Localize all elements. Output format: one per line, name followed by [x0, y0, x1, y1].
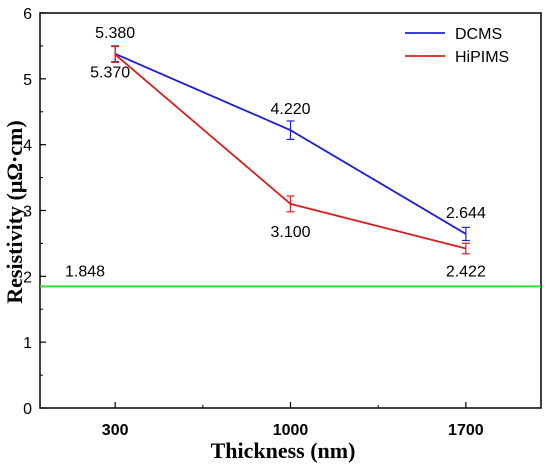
legend-label-hipims: HiPIMS	[455, 49, 509, 66]
data-label: 3.100	[270, 224, 310, 241]
error-bar	[286, 195, 295, 213]
reference-line-group: 1.848	[40, 263, 541, 288]
x-tick-label: 300	[102, 422, 129, 439]
legend: DCMS HiPIMS	[405, 26, 509, 66]
x-tick-label: 1700	[448, 422, 484, 439]
series-dcms: 5.380 4.220 2.644	[95, 25, 486, 242]
data-label: 2.422	[446, 264, 486, 281]
y-tick-label: 3	[23, 204, 32, 221]
series-hipims: 5.370 3.100 2.422	[90, 45, 486, 281]
data-label: 5.370	[90, 64, 130, 81]
error-bar	[286, 120, 295, 140]
y-tick-label: 4	[23, 138, 32, 155]
y-tick-label: 1	[23, 335, 32, 352]
series-group: 5.380 4.220 2.644 5.370 3.100 2.422	[90, 25, 486, 281]
y-tick-label: 2	[23, 269, 32, 286]
data-label: 5.380	[95, 25, 135, 42]
legend-label-dcms: DCMS	[455, 26, 502, 43]
y-tick-label: 5	[23, 72, 32, 89]
error-bar	[461, 226, 470, 242]
data-label: 2.644	[446, 205, 486, 222]
y-tick-label: 0	[23, 401, 32, 418]
y-axis-title: Resistivity (μΩ·cm)	[2, 120, 27, 303]
y-tick-label: 6	[23, 6, 32, 23]
error-bar	[111, 45, 120, 63]
reference-line-label: 1.848	[65, 263, 105, 280]
error-bar	[461, 242, 470, 255]
axes: 0 1 2 3 4 5 6 300 1000 1700	[23, 6, 542, 439]
data-label: 4.220	[270, 101, 310, 118]
x-axis-title: Thickness (nm)	[211, 438, 356, 463]
series-line	[114, 53, 467, 250]
x-tick-label: 1000	[273, 422, 309, 439]
